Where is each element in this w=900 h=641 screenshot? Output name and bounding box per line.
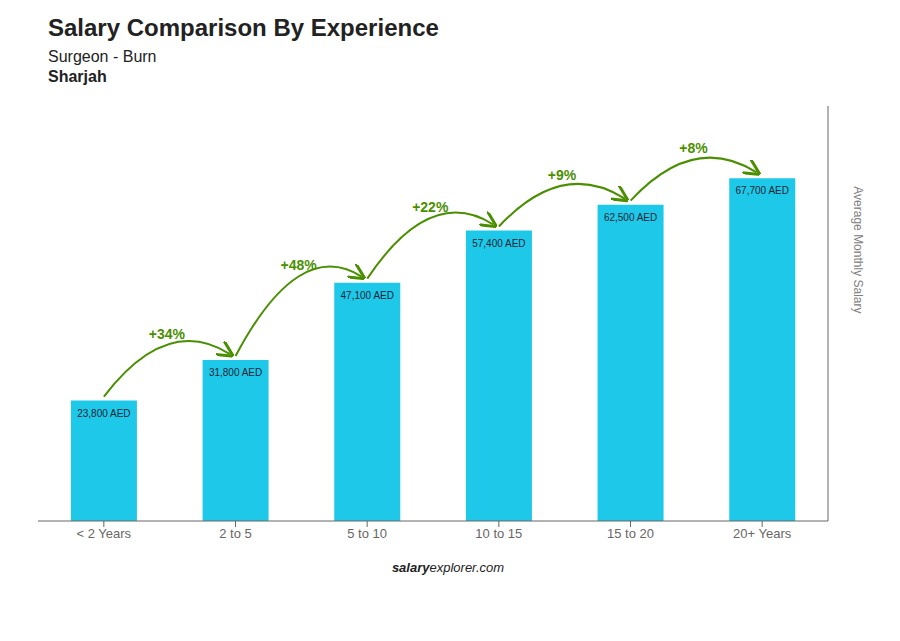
html-text:Surgeon - Burn: Surgeon - Burn — [48, 48, 157, 65]
svg-text:57,400 AED: 57,400 AED — [472, 238, 525, 249]
svg-text:10 to 15: 10 to 15 — [475, 526, 522, 541]
svg-text:5 to 10: 5 to 10 — [347, 526, 387, 541]
html-text:salary explorer.com: salary explorer.com — [391, 560, 505, 575]
svg-text:+34%: +34% — [149, 326, 186, 342]
svg-text:< 2 Years: < 2 Years — [77, 526, 132, 541]
svg-text:47,100 AED: 47,100 AED — [341, 290, 394, 301]
svg-text:67,700 AED: 67,700 AED — [736, 185, 789, 196]
svg-text:2 to 5: 2 to 5 — [219, 526, 252, 541]
svg-text:+48%: +48% — [280, 257, 317, 273]
svg-text:+8%: +8% — [679, 140, 708, 156]
svg-text:31,800 AED: 31,800 AED — [209, 367, 262, 378]
svg-text:Average Monthly Salary: Average Monthly Salary — [851, 186, 865, 313]
svg-text:15 to 20: 15 to 20 — [607, 526, 654, 541]
svg-text:+22%: +22% — [412, 199, 449, 215]
html-text:Salary Comparison By Experienc: Salary Comparison By Experience — [48, 14, 439, 41]
svg-text:20+ Years: 20+ Years — [733, 526, 792, 541]
html-text:Sharjah: Sharjah — [48, 68, 107, 85]
svg-text:23,800 AED: 23,800 AED — [77, 408, 130, 419]
svg-text:62,500 AED: 62,500 AED — [604, 212, 657, 223]
svg-text:+9%: +9% — [548, 167, 577, 183]
